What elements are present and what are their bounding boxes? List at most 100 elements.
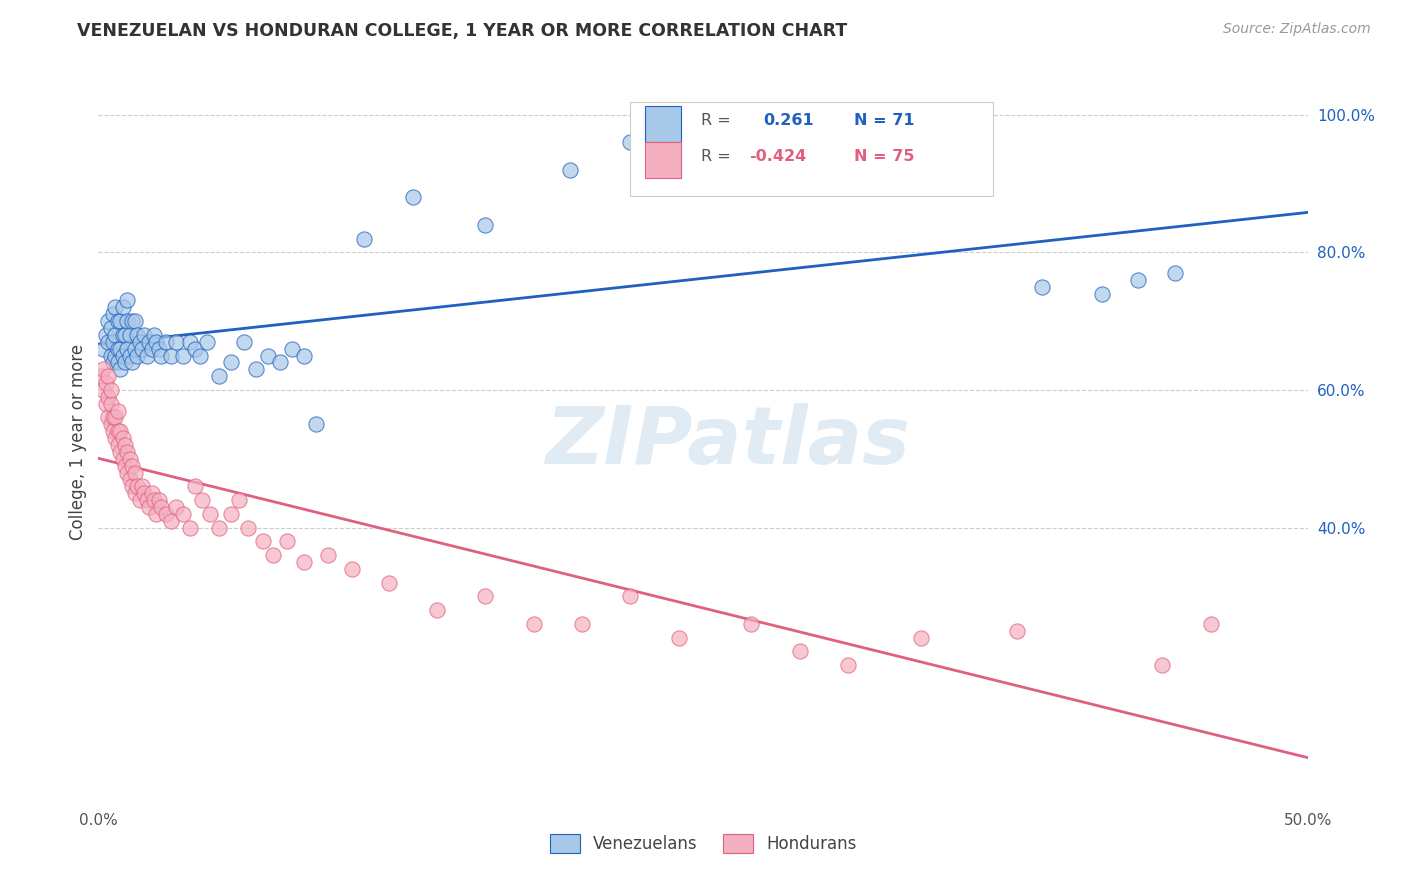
Point	[94, 327, 117, 342]
Point	[179, 334, 201, 349]
Point	[135, 349, 157, 363]
Point	[571, 616, 593, 631]
Point	[117, 445, 139, 459]
Point	[111, 327, 134, 342]
Point	[108, 424, 131, 438]
Point	[1031, 279, 1053, 293]
Point	[342, 562, 364, 576]
Point	[148, 493, 170, 508]
Point	[619, 135, 641, 149]
Point	[108, 314, 131, 328]
Point	[111, 349, 134, 363]
Point	[114, 355, 136, 369]
Point	[402, 190, 425, 204]
Point	[740, 616, 762, 631]
Point	[160, 349, 183, 363]
Point	[94, 397, 117, 411]
Point	[121, 314, 143, 328]
Point	[252, 534, 274, 549]
Point	[619, 590, 641, 604]
Text: -0.424: -0.424	[749, 149, 806, 163]
Point	[97, 369, 120, 384]
Point	[118, 349, 141, 363]
Text: Source: ZipAtlas.com: Source: ZipAtlas.com	[1223, 22, 1371, 37]
Point	[117, 342, 139, 356]
Point	[101, 355, 124, 369]
Point	[104, 410, 127, 425]
Point	[148, 342, 170, 356]
Text: ZIPatlas: ZIPatlas	[544, 402, 910, 481]
Point	[353, 231, 375, 245]
Point	[97, 410, 120, 425]
Point	[474, 218, 496, 232]
Point	[281, 342, 304, 356]
Point	[128, 493, 150, 508]
Point	[118, 451, 141, 466]
Point	[221, 507, 243, 521]
Point	[228, 493, 250, 508]
Point	[145, 507, 167, 521]
Point	[141, 342, 163, 356]
Point	[160, 514, 183, 528]
Point	[107, 438, 129, 452]
Point	[316, 548, 339, 562]
Point	[94, 376, 117, 390]
Point	[141, 486, 163, 500]
Point	[114, 327, 136, 342]
Point	[104, 327, 127, 342]
Point	[111, 451, 134, 466]
Point	[104, 431, 127, 445]
Point	[91, 342, 114, 356]
Point	[245, 362, 267, 376]
Point	[155, 334, 177, 349]
Point	[172, 349, 194, 363]
Point	[108, 342, 131, 356]
FancyBboxPatch shape	[645, 142, 682, 178]
Point	[172, 507, 194, 521]
Point	[292, 349, 315, 363]
Point	[124, 466, 146, 480]
Point	[91, 383, 114, 397]
Point	[101, 424, 124, 438]
Point	[134, 327, 156, 342]
Point	[111, 431, 134, 445]
Point	[195, 334, 218, 349]
FancyBboxPatch shape	[630, 102, 993, 196]
Text: 0.261: 0.261	[763, 112, 814, 128]
Point	[100, 397, 122, 411]
Text: N = 71: N = 71	[855, 112, 915, 128]
Point	[101, 307, 124, 321]
Point	[692, 177, 714, 191]
Point	[127, 349, 149, 363]
Point	[121, 355, 143, 369]
Point	[101, 410, 124, 425]
Point	[124, 314, 146, 328]
Text: R =: R =	[700, 149, 735, 163]
Point	[1091, 286, 1114, 301]
Point	[91, 362, 114, 376]
Point	[143, 327, 166, 342]
Text: VENEZUELAN VS HONDURAN COLLEGE, 1 YEAR OR MORE CORRELATION CHART: VENEZUELAN VS HONDURAN COLLEGE, 1 YEAR O…	[77, 22, 848, 40]
Point	[184, 342, 207, 356]
Point	[97, 314, 120, 328]
Point	[134, 486, 156, 500]
Point	[1128, 273, 1150, 287]
Point	[138, 500, 160, 514]
Point	[124, 486, 146, 500]
Point	[305, 417, 328, 432]
Point	[262, 548, 284, 562]
Point	[100, 417, 122, 432]
Point	[114, 458, 136, 473]
Point	[292, 555, 315, 569]
Point	[124, 342, 146, 356]
Point	[256, 349, 278, 363]
Point	[101, 334, 124, 349]
Point	[150, 500, 173, 514]
Point	[107, 424, 129, 438]
Point	[1199, 616, 1222, 631]
Point	[127, 479, 149, 493]
Point	[100, 383, 122, 397]
Text: R =: R =	[700, 112, 735, 128]
Point	[377, 575, 399, 590]
Point	[155, 507, 177, 521]
